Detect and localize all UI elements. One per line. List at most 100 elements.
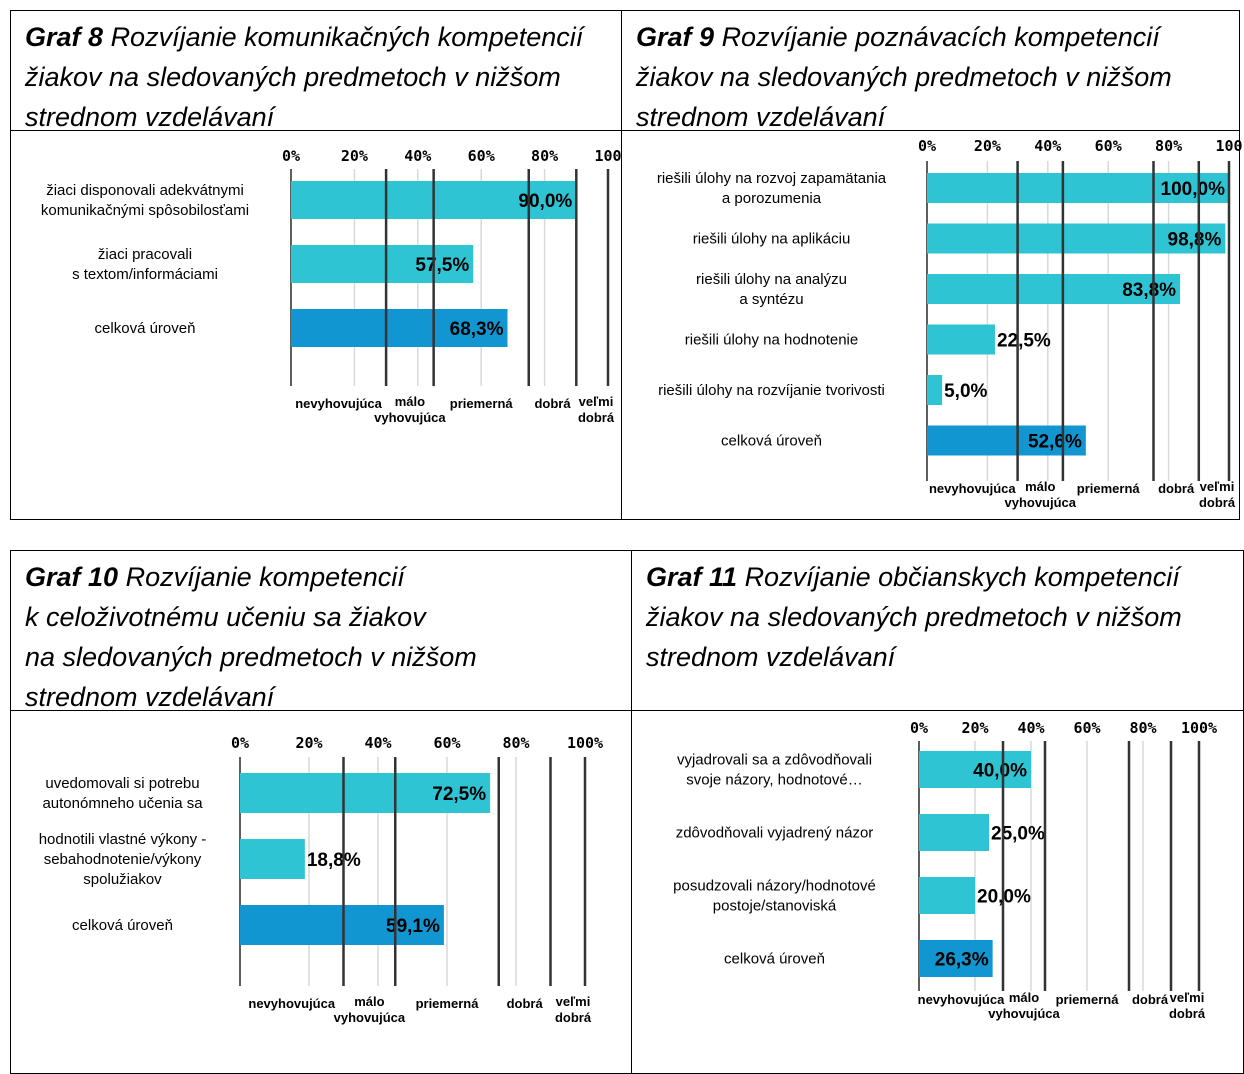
chart-title-line: žiakov na sledovaných predmetoch v nižšo… [25, 62, 561, 92]
x-tick-label: 40% [1017, 719, 1044, 737]
bar [927, 274, 1181, 304]
level-label: priemerná [1077, 481, 1141, 496]
category-label: celková úroveň [72, 917, 173, 934]
bar [927, 223, 1226, 254]
category-label: žiaci disponovali adekvátnymi komunikačný… [41, 182, 249, 219]
category-label-line: celková úroveň [721, 433, 822, 450]
bar-chart-graf-11: 0% 20% 40% 60% 80% 100% vyjadrovali sa a zdôvo… [673, 719, 1217, 1021]
chart-title-line: žiakov na sledovaných predmetoch v nižšo… [636, 62, 1172, 92]
level-label: veľmi dobrá [1199, 479, 1236, 510]
x-tick-label: 100% [1181, 719, 1217, 737]
category-label-line: riešili úlohy na rozvíjanie tvorivosti [658, 382, 885, 399]
chart-title-number: Graf 8 [25, 22, 104, 52]
category-label-line: celková úroveň [724, 951, 825, 968]
chart-title-line: Rozvíjanie občianskych kompetencií [744, 562, 1180, 592]
category-label: riešili úlohy na hodnotenie [685, 332, 858, 349]
x-tick-label: 0% [282, 147, 300, 165]
x-tick-label: 80% [1155, 137, 1182, 155]
x-tick-label: 60% [1095, 137, 1122, 155]
x-tick-label: 0% [918, 137, 936, 155]
category-label-line: vyjadrovali sa a zdôvodňovali [677, 752, 872, 769]
value-label: 22,5% [997, 331, 1051, 352]
chart-title-line: strednom vzdelávaní [636, 102, 886, 132]
level-label-line: dobrá [534, 396, 571, 411]
chart-panel-graf-11: Graf 11 Rozvíjanie občianskych kompetenc… [631, 550, 1244, 1074]
category-label-line: komunikačnými spôsobilosťami [41, 202, 249, 219]
x-tick-label: 0% [231, 734, 249, 752]
bar [240, 839, 305, 879]
level-label: nevyhovujúca [929, 481, 1016, 496]
category-label-line: autonómneho učenia sa [42, 795, 203, 812]
bar [919, 940, 993, 977]
x-tick-label: 40% [364, 734, 391, 752]
level-label-line: priemerná [416, 996, 480, 1011]
x-tick-label: 100% [567, 734, 603, 752]
chart-title-line: k celoživotnému učeniu sa žiakov [25, 602, 426, 632]
level-label-line: dobrá [555, 1010, 592, 1025]
value-label: 100,0% [1161, 179, 1226, 200]
level-label: veľmi dobrá [1169, 990, 1206, 1021]
level-label-line: vyhovujúca [334, 1010, 406, 1025]
chart-title-number: Graf 10 [25, 562, 119, 592]
x-tick-label: 100 [594, 147, 621, 165]
category-label-line: hodnotili vlastné výkony - [39, 831, 207, 848]
category-label: riešili úlohy na rozvoj zapamätania a por… [657, 170, 887, 207]
value-label: 83,8% [1122, 280, 1176, 301]
category-label-line: riešili úlohy na aplikáciu [693, 231, 851, 248]
x-tick-label: 80% [502, 734, 529, 752]
chart-title: Graf 10 Rozvíjanie kompetencií k celoživo… [25, 557, 618, 717]
level-label-line: dobrá [1199, 495, 1236, 510]
value-label: 72,5% [432, 784, 486, 805]
chart-panel-graf-8: Graf 8 Rozvíjanie komunikačných kompeten… [10, 10, 623, 520]
level-label: priemerná [416, 996, 480, 1011]
level-label-line: dobrá [1158, 481, 1195, 496]
category-label: hodnotili vlastné výkony - sebahodnotenie… [39, 831, 207, 888]
category-label: celková úroveň [724, 951, 825, 968]
level-label: veľmi dobrá [578, 394, 615, 425]
category-label-line: spolužiakov [83, 871, 162, 888]
level-label-line: priemerná [1077, 481, 1141, 496]
value-label: 52,6% [1028, 432, 1082, 453]
x-tick-label: 60% [433, 734, 460, 752]
bar [927, 375, 943, 405]
chart-title-cell: Graf 9 Rozvíjanie poznávacích kompetenci… [622, 11, 1239, 132]
level-label: málo vyhovujúca [988, 990, 1060, 1021]
chart-title-line: strednom vzdelávaní [25, 682, 275, 712]
x-tick-label: 60% [1073, 719, 1100, 737]
category-label-line: posudzovali názory/hodnotové [673, 878, 876, 895]
category-label-line: žiaci disponovali adekvátnymi [46, 182, 244, 199]
chart-title-cell: Graf 8 Rozvíjanie komunikačných kompeten… [11, 11, 622, 132]
chart-panel-graf-10: Graf 10 Rozvíjanie kompetencií k celoživo… [10, 550, 633, 1074]
category-label-line: s textom/informáciami [72, 266, 218, 283]
bar [291, 245, 474, 283]
category-label-line: žiaci pracovali [98, 246, 192, 263]
category-label-line: uvedomovali si potrebu [45, 775, 199, 792]
value-label: 26,3% [935, 950, 989, 971]
category-label-line: zdôvodňovali vyjadrený názor [676, 825, 874, 842]
bar [291, 309, 508, 347]
level-label: priemerná [450, 396, 514, 411]
bar-chart-graf-10: 0% 20% 40% 60% 80% 100% uvedomovali si potrebu… [39, 734, 603, 1025]
level-label: priemerná [1056, 992, 1120, 1007]
level-label-line: málo [395, 394, 425, 409]
chart-title: Graf 9 Rozvíjanie poznávacích kompetenci… [636, 17, 1225, 137]
chart-title-line: žiakov na sledovaných predmetoch v nižšo… [646, 602, 1182, 632]
category-label: vyjadrovali sa a zdôvodňovali svoje názor… [677, 752, 872, 789]
level-label: málo vyhovujúca [1004, 479, 1076, 510]
category-label: uvedomovali si potrebu autonómneho učenia… [42, 775, 203, 812]
level-label-line: nevyhovujúca [248, 996, 335, 1011]
level-label: málo vyhovujúca [374, 394, 446, 425]
level-label: dobrá [507, 996, 544, 1011]
category-label: riešili úlohy na analýzu a syntézu [696, 271, 847, 308]
chart-title-line: strednom vzdelávaní [25, 102, 275, 132]
bar [240, 773, 491, 813]
level-label: veľmi dobrá [555, 994, 592, 1025]
level-label-line: dobrá [1132, 992, 1169, 1007]
level-label-line: vyhovujúca [374, 410, 446, 425]
category-label-line: celková úroveň [72, 917, 173, 934]
level-label-line: priemerná [450, 396, 514, 411]
chart-title-line: Rozvíjanie komunikačných kompetencií [110, 22, 584, 52]
level-label-line: priemerná [1056, 992, 1120, 1007]
level-label-line: málo [354, 994, 384, 1009]
chart-panel-graf-9: Graf 9 Rozvíjanie poznávacích kompetenci… [621, 10, 1243, 520]
